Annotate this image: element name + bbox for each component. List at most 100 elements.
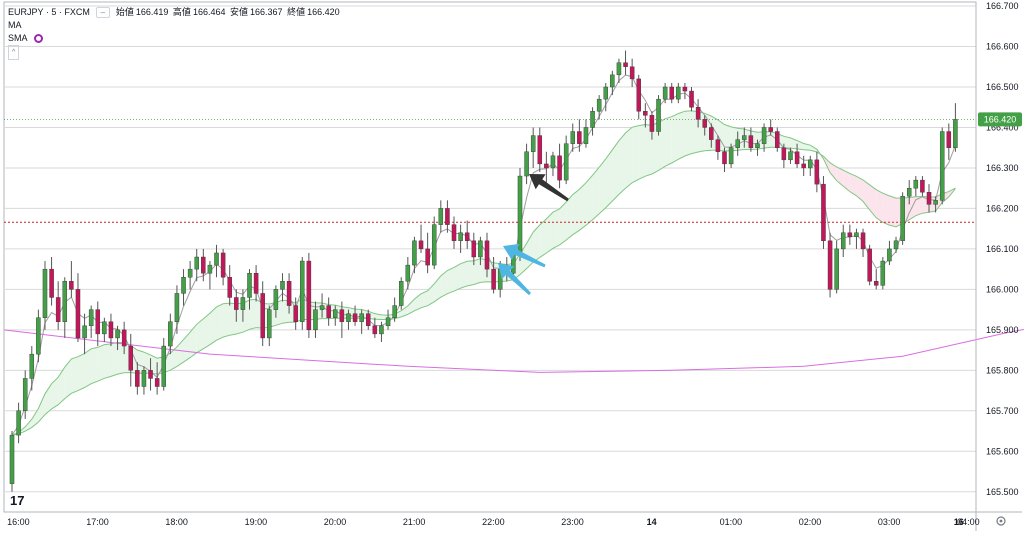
candle — [267, 305, 272, 347]
candle-down — [649, 115, 655, 132]
candle-down — [69, 281, 74, 290]
candle — [425, 232, 430, 274]
candle — [398, 277, 404, 310]
close-value: 166.420 — [307, 7, 340, 17]
candle — [464, 220, 470, 249]
candle-up — [788, 151, 793, 161]
x-tick-label: 16:00 — [7, 517, 30, 527]
x-tick-label: 16 — [954, 517, 964, 527]
candle — [339, 301, 345, 338]
last-price-label: 166.420 — [984, 114, 1017, 124]
candle — [286, 273, 292, 314]
band-segment — [64, 358, 72, 399]
candle-down — [544, 163, 549, 169]
candle — [273, 285, 279, 318]
indicator-ma[interactable]: MA — [8, 19, 342, 32]
band-segment — [117, 342, 125, 375]
candle-down — [814, 159, 820, 185]
candle — [121, 321, 127, 355]
candle — [557, 143, 562, 189]
candle-up — [187, 268, 193, 278]
candle-down — [121, 329, 127, 347]
candle — [610, 70, 615, 96]
collapse-icon[interactable]: – — [95, 7, 110, 18]
candle — [412, 236, 417, 274]
candle-down — [108, 321, 114, 339]
candle — [682, 82, 688, 100]
caret-up-icon[interactable]: ^ — [8, 45, 20, 60]
candle — [306, 252, 312, 338]
indicator-sma[interactable]: SMA — [8, 32, 342, 45]
y-tick-label: 166.600 — [986, 42, 1019, 52]
candle — [920, 176, 925, 197]
candle-up — [656, 98, 661, 132]
candle — [636, 74, 641, 120]
candle-up — [300, 260, 305, 322]
candle — [326, 297, 331, 326]
candle-down — [135, 370, 140, 387]
slow-ma-line — [11, 146, 956, 436]
candle-down — [366, 313, 371, 327]
band-segment — [849, 173, 857, 196]
band-segment — [374, 313, 382, 320]
candle-up — [913, 179, 919, 189]
candle-up — [880, 260, 886, 286]
band-segment — [282, 300, 290, 324]
band-segment — [77, 353, 85, 391]
band-segment — [473, 258, 481, 285]
candle-up — [214, 252, 219, 266]
candle — [583, 119, 589, 148]
candle-down — [95, 309, 101, 335]
band-segment — [110, 342, 118, 377]
band-segment — [401, 305, 408, 317]
candle-down — [801, 163, 806, 169]
candle — [55, 281, 61, 330]
candle — [629, 58, 635, 87]
band-segment — [632, 125, 639, 183]
symbol-title[interactable]: EURJPY · 5 · FXCM — [8, 7, 90, 17]
candle — [544, 151, 549, 185]
band-segment — [724, 124, 732, 151]
candle-up — [616, 62, 622, 76]
candles — [9, 50, 958, 492]
band-segment — [552, 208, 560, 249]
candle — [801, 155, 806, 177]
indicator-ma-label[interactable]: MA — [8, 20, 22, 30]
candle — [603, 82, 608, 112]
candle-down — [326, 305, 331, 318]
band-segment — [684, 110, 692, 157]
candle-up — [761, 127, 767, 144]
y-tick-label: 165.600 — [986, 446, 1019, 456]
candle — [906, 180, 912, 205]
candle-up — [808, 159, 813, 169]
candle-up — [161, 345, 166, 387]
candle-up — [841, 232, 846, 250]
candle — [9, 431, 15, 492]
candle — [207, 261, 213, 290]
candle-up — [379, 325, 384, 335]
candle — [814, 151, 820, 193]
open-value: 166.419 — [135, 7, 169, 17]
candle-up — [313, 309, 318, 331]
band-segment — [31, 408, 39, 428]
indicator-sma-label[interactable]: SMA — [8, 33, 28, 43]
candle-down — [484, 240, 490, 270]
candle — [854, 228, 859, 249]
candle — [596, 95, 602, 120]
legend-collapse[interactable]: ^ — [8, 45, 342, 60]
candle-down — [926, 192, 932, 205]
candle — [761, 123, 767, 152]
candle — [570, 123, 576, 152]
arrow-blue-upper — [503, 243, 546, 268]
band-segment — [533, 224, 540, 263]
candle-down — [128, 345, 133, 371]
logo-text: 17 — [10, 493, 24, 508]
candle — [431, 216, 437, 270]
candle — [478, 236, 483, 266]
band-segment — [229, 303, 237, 336]
candle-down — [867, 248, 872, 282]
candle — [82, 313, 87, 355]
candle-up — [16, 410, 21, 436]
